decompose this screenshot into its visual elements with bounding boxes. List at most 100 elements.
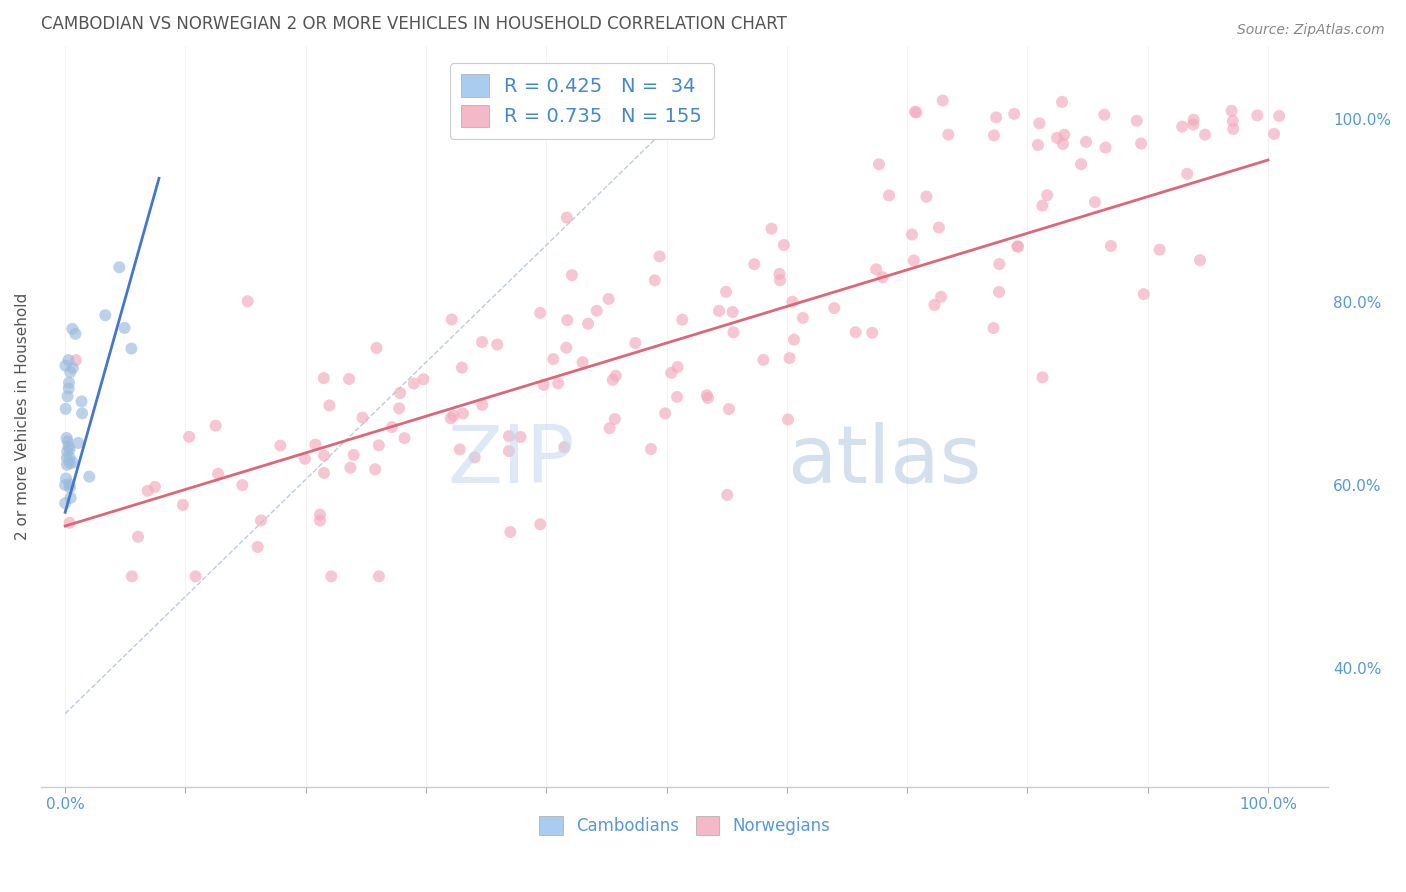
- Point: [571, 355, 593, 369]
- Point: [543, 352, 565, 367]
- Point: [714, 285, 737, 299]
- Point: [1263, 127, 1285, 141]
- Point: [1070, 157, 1092, 171]
- Point: [1094, 140, 1116, 154]
- Point: [381, 420, 404, 434]
- Point: [585, 303, 607, 318]
- Point: [1074, 135, 1097, 149]
- Point: [58, 477, 80, 491]
- Point: [1002, 107, 1025, 121]
- Point: [553, 440, 575, 454]
- Text: Source: ZipAtlas.com: Source: ZipAtlas.com: [1237, 23, 1385, 37]
- Point: [179, 430, 201, 444]
- Point: [394, 431, 416, 445]
- Point: [640, 442, 662, 456]
- Point: [471, 398, 494, 412]
- Point: [60, 322, 83, 336]
- Point: [529, 517, 551, 532]
- Point: [1182, 112, 1205, 127]
- Point: [603, 412, 626, 426]
- Point: [204, 418, 226, 433]
- Point: [717, 402, 740, 417]
- Point: [451, 407, 474, 421]
- Point: [1126, 113, 1149, 128]
- Point: [121, 569, 143, 583]
- Point: [471, 334, 494, 349]
- Point: [65, 326, 87, 341]
- Point: [250, 514, 273, 528]
- Point: [924, 298, 946, 312]
- Point: [555, 211, 578, 225]
- Point: [666, 360, 689, 375]
- Point: [1026, 138, 1049, 153]
- Point: [932, 94, 955, 108]
- Point: [936, 128, 959, 142]
- Point: [55, 359, 77, 373]
- Point: [648, 249, 671, 263]
- Point: [599, 421, 621, 435]
- Point: [65, 353, 87, 368]
- Point: [1222, 122, 1244, 136]
- Point: [53, 478, 76, 492]
- Point: [364, 462, 387, 476]
- Point: [671, 312, 693, 326]
- Point: [366, 341, 388, 355]
- Point: [792, 310, 814, 325]
- Point: [440, 312, 463, 326]
- Text: CAMBODIAN VS NORWEGIAN 2 OR MORE VEHICLES IN HOUSEHOLD CORRELATION CHART: CAMBODIAN VS NORWEGIAN 2 OR MORE VEHICLE…: [41, 15, 787, 33]
- Point: [782, 294, 804, 309]
- Point: [904, 104, 927, 119]
- Point: [1188, 253, 1211, 268]
- Point: [246, 540, 269, 554]
- Point: [561, 268, 583, 282]
- Point: [56, 458, 79, 472]
- Point: [368, 569, 391, 583]
- Point: [716, 488, 738, 502]
- Point: [231, 478, 253, 492]
- Point: [1182, 118, 1205, 132]
- Point: [58, 376, 80, 390]
- Point: [339, 460, 361, 475]
- Point: [143, 480, 166, 494]
- Point: [58, 440, 80, 454]
- Point: [53, 496, 76, 510]
- Point: [59, 365, 82, 379]
- Point: [62, 456, 84, 470]
- Point: [1175, 167, 1198, 181]
- Point: [1007, 239, 1029, 253]
- Point: [449, 442, 471, 457]
- Point: [1031, 370, 1053, 384]
- Point: [236, 294, 259, 309]
- Point: [624, 336, 647, 351]
- Point: [1046, 131, 1069, 145]
- Point: [509, 430, 531, 444]
- Point: [77, 469, 100, 483]
- Point: [309, 508, 332, 522]
- Point: [903, 253, 925, 268]
- Point: [1007, 239, 1029, 253]
- Point: [1149, 243, 1171, 257]
- Point: [304, 437, 326, 451]
- Point: [207, 467, 229, 481]
- Point: [988, 257, 1011, 271]
- Point: [172, 498, 194, 512]
- Point: [70, 394, 93, 409]
- Point: [576, 317, 599, 331]
- Point: [779, 351, 801, 365]
- Point: [721, 305, 744, 319]
- Point: [1092, 108, 1115, 122]
- Point: [451, 360, 474, 375]
- Point: [321, 569, 343, 583]
- Point: [983, 128, 1005, 143]
- Point: [707, 304, 730, 318]
- Point: [555, 313, 578, 327]
- Point: [783, 333, 806, 347]
- Point: [464, 450, 486, 465]
- Point: [499, 524, 522, 539]
- Point: [309, 514, 332, 528]
- Point: [666, 390, 689, 404]
- Point: [1031, 199, 1053, 213]
- Y-axis label: 2 or more Vehicles in Household: 2 or more Vehicles in Household: [15, 293, 30, 540]
- Point: [312, 449, 335, 463]
- Point: [901, 227, 924, 242]
